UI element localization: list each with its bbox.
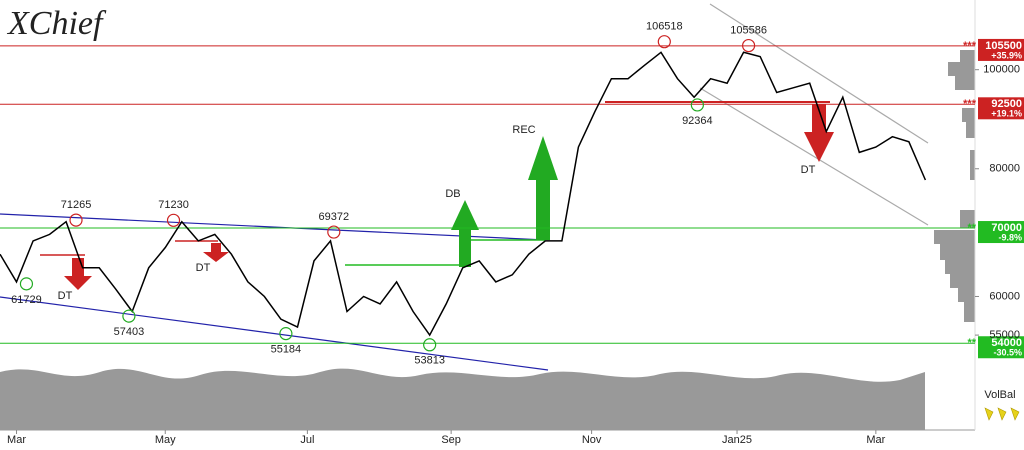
extreme-marker: [742, 38, 756, 53]
extreme-marker: [69, 213, 83, 227]
pattern-label: DT: [196, 262, 211, 274]
extreme-marker: [657, 35, 671, 49]
extreme-label: 69372: [319, 211, 350, 223]
level-marker: ***: [963, 98, 977, 110]
extreme-label: 92364: [682, 115, 713, 127]
extreme-label: 61729: [11, 294, 42, 306]
extreme-marker: [122, 309, 136, 323]
y-tick-label: 60000: [989, 290, 1020, 302]
pattern-label: REC: [512, 124, 535, 136]
indicator-icons: [984, 407, 1020, 421]
y-tick-label: 100000: [983, 64, 1020, 76]
extreme-label: 106518: [646, 21, 683, 33]
extreme-marker: [423, 338, 437, 352]
pattern-label: DB: [445, 188, 460, 200]
x-tick-label: May: [155, 434, 176, 446]
extreme-label: 53813: [414, 355, 445, 367]
level-value: 105500: [985, 40, 1022, 52]
y-tick-label: 55000: [989, 329, 1020, 341]
level-pct: +19.1%: [991, 109, 1022, 119]
price-line: [0, 51, 927, 337]
extreme-marker: [690, 98, 704, 112]
extreme-marker: [279, 327, 293, 341]
level-value: 92500: [991, 98, 1022, 110]
level-marker: **: [967, 337, 976, 349]
level-value: 70000: [991, 222, 1022, 234]
x-tick-label: Mar: [866, 434, 885, 446]
extreme-marker: [19, 277, 34, 291]
trend-lines: [0, 3, 929, 371]
extreme-label: 105586: [730, 24, 767, 36]
level-box: [978, 221, 1024, 244]
extreme-label: 57403: [114, 326, 145, 338]
level-value: 54000: [991, 337, 1022, 349]
level-box: [978, 38, 1024, 61]
volume-area: [0, 368, 925, 430]
y-tick-label: 80000: [989, 163, 1020, 175]
level-pct: -9.8%: [998, 232, 1022, 242]
extreme-label: 71230: [158, 199, 189, 211]
pattern-label: DT: [801, 164, 816, 176]
logo: XChief: [6, 5, 107, 42]
extreme-label: 55184: [271, 344, 302, 356]
volume-profile: [934, 50, 975, 322]
x-tick-label: Jan25: [722, 434, 752, 446]
level-marker: ***: [963, 40, 977, 52]
level-pct: -30.5%: [993, 348, 1022, 358]
extreme-marker: [166, 213, 181, 227]
x-tick-label: Nov: [582, 434, 602, 446]
level-marker: **: [967, 222, 976, 234]
level-box: [978, 97, 1024, 120]
extreme-marker: [327, 225, 341, 239]
level-box: [978, 336, 1024, 359]
x-tick-label: Sep: [441, 434, 461, 446]
x-tick-label: Mar: [7, 434, 26, 446]
pattern-arrows: [64, 104, 834, 290]
x-tick-label: Jul: [300, 434, 314, 446]
level-pct: +35.9%: [991, 50, 1022, 60]
indicator-label: VolBal: [984, 389, 1015, 401]
extreme-label: 71265: [61, 199, 92, 211]
pattern-label: DT: [58, 290, 73, 302]
